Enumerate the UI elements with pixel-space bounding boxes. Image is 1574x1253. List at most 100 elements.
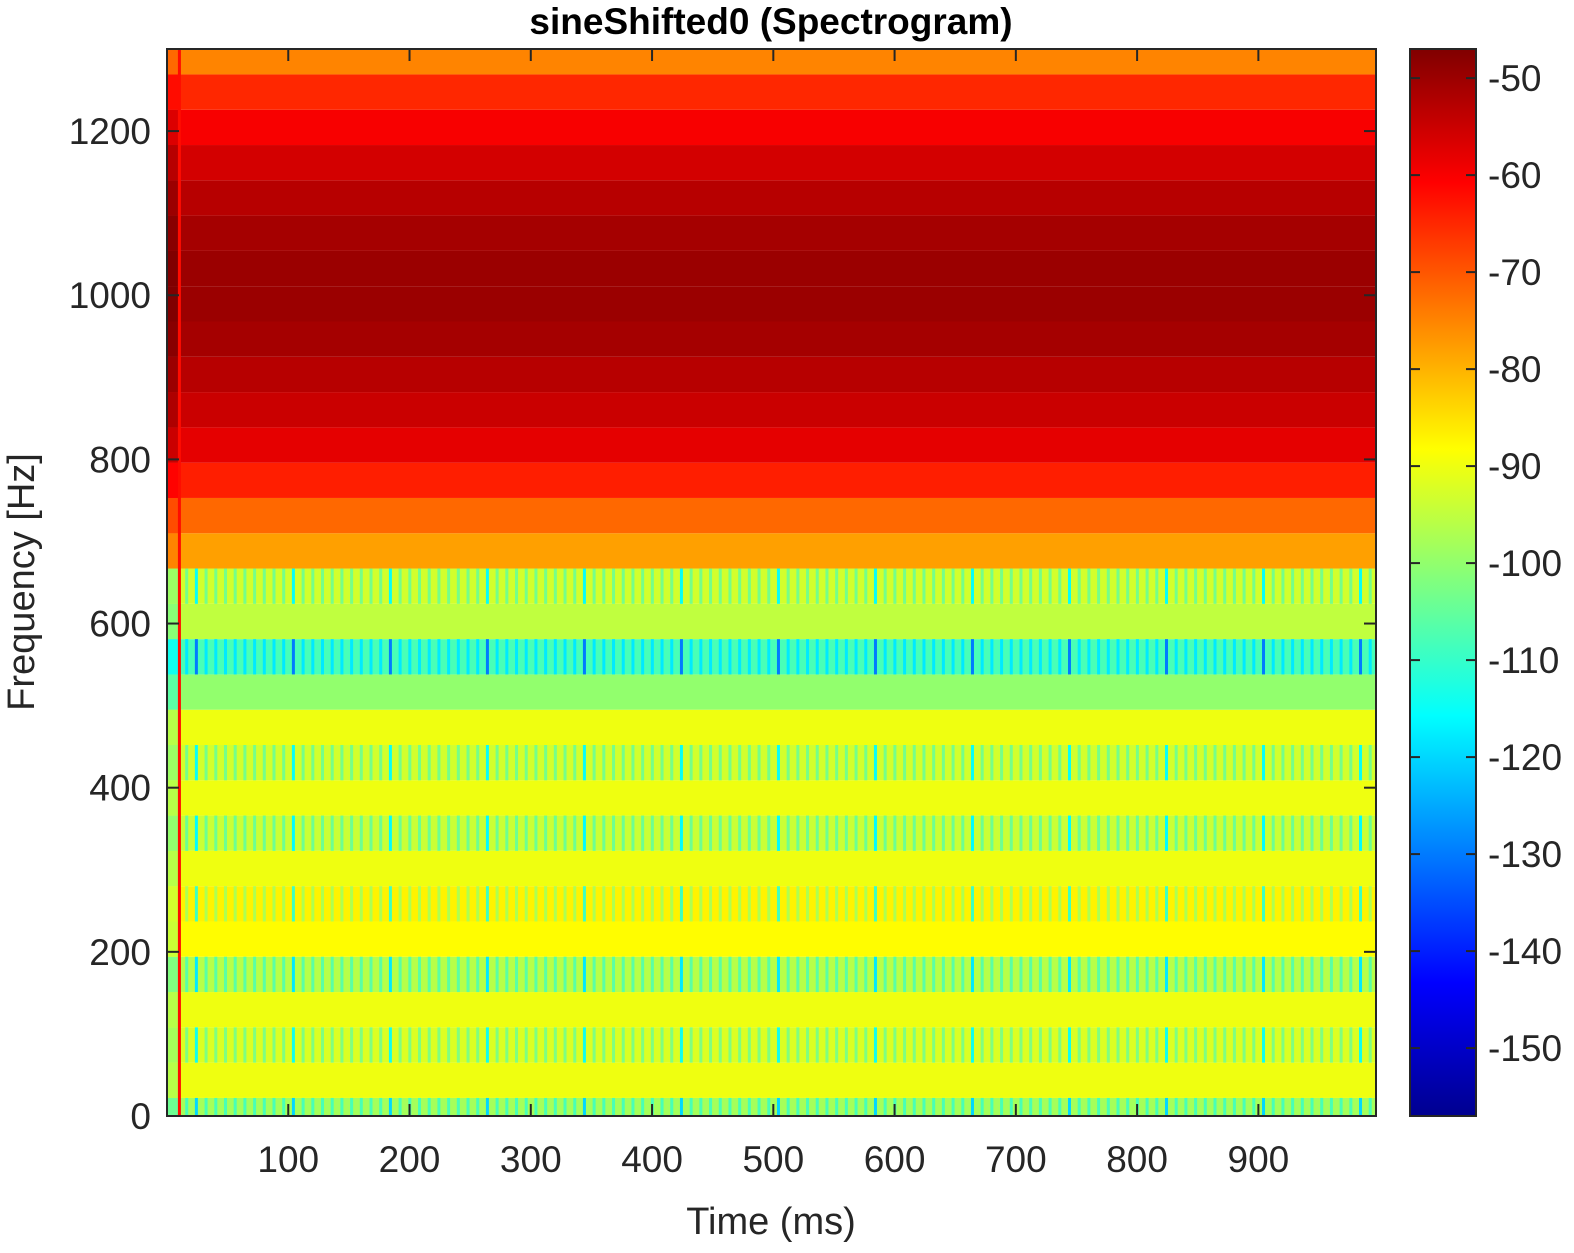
time-stripe [408,568,412,604]
time-stripe [1281,745,1285,781]
time-stripe [728,568,732,604]
time-stripe [612,639,616,675]
time-stripe [291,639,295,675]
time-stripe [1203,886,1207,922]
time-stripe [1155,745,1159,781]
time-stripe [272,1097,276,1116]
time-stripe [1165,886,1169,922]
time-stripe [466,886,470,922]
time-stripe [534,815,538,851]
time-stripe [1126,1097,1130,1116]
time-stripe [544,1027,548,1063]
time-stripe [1019,886,1023,922]
time-stripe [1077,639,1081,675]
colorbar-tick-label: -80 [1488,349,1541,390]
time-stripe [835,1097,839,1116]
time-stripe [1184,956,1188,993]
time-stripe [427,568,431,604]
time-stripe [194,815,198,851]
time-stripe [1262,1027,1266,1063]
time-stripe [1019,639,1023,675]
time-stripe [456,568,460,604]
time-stripe [553,815,557,851]
x-tick-label: 200 [379,1139,441,1180]
time-stripe [951,1097,955,1116]
time-stripe [1291,1097,1295,1116]
time-stripe [786,956,790,993]
onset-cell [167,180,180,216]
time-stripe [369,1027,373,1063]
time-stripe [495,886,499,922]
time-stripe [1009,815,1013,851]
time-stripe [321,956,325,993]
time-stripe [1349,1027,1353,1063]
time-stripe [990,639,994,675]
time-stripe [864,568,868,604]
time-stripe [1368,956,1372,993]
time-stripe [1067,1027,1071,1063]
time-stripe [641,886,645,922]
time-stripe [641,956,645,993]
spectrogram-band [167,533,1376,569]
time-stripe [1000,639,1004,675]
time-stripe [679,815,683,851]
time-stripe [1145,568,1149,604]
time-stripe [1174,956,1178,993]
time-stripe [544,1097,548,1116]
time-stripe [757,815,761,851]
time-stripe [980,745,984,781]
time-stripe [379,956,383,993]
time-stripe [1368,745,1372,781]
time-stripe [1242,1027,1246,1063]
time-stripe [185,745,189,781]
time-stripe [418,1097,422,1116]
time-stripe [1077,886,1081,922]
time-stripe [1126,568,1130,604]
time-stripe [223,745,227,781]
time-stripe [515,1027,519,1063]
time-stripe [1087,745,1091,781]
time-stripe [408,1027,412,1063]
time-stripe [1019,568,1023,604]
time-stripe [223,886,227,922]
time-stripe [1213,886,1217,922]
time-stripe [1087,568,1091,604]
time-stripe [631,1097,635,1116]
time-stripe [573,886,577,922]
time-stripe [573,956,577,993]
time-stripe [398,886,402,922]
time-stripe [524,815,528,851]
time-stripe [641,815,645,851]
time-stripe [544,639,548,675]
time-stripe [1165,745,1169,781]
time-stripe [437,886,441,922]
spectrogram-band [167,745,1376,781]
time-stripe [369,886,373,922]
time-stripe [418,815,422,851]
time-stripe [660,639,664,675]
onset-cell [167,462,180,498]
time-stripe [418,956,422,993]
time-stripe [534,568,538,604]
time-stripe [1145,1097,1149,1116]
colorbar-frame [1409,48,1477,1117]
time-stripe [1155,1097,1159,1116]
time-stripe [660,1097,664,1116]
time-stripe [1116,956,1120,993]
time-stripe [485,815,489,851]
time-stripe [369,568,373,604]
colorbar-fill [1410,49,1476,1116]
time-stripe [602,639,606,675]
time-stripe [253,1027,257,1063]
time-stripe [1009,639,1013,675]
time-stripe [1368,886,1372,922]
time-stripe [1291,815,1295,851]
time-stripe [990,568,994,604]
time-stripe [544,745,548,781]
time-stripe [825,886,829,922]
time-stripe [1038,1027,1042,1063]
time-stripe [456,886,460,922]
time-stripe [806,745,810,781]
time-stripe [582,1097,586,1116]
time-stripe [194,568,198,604]
